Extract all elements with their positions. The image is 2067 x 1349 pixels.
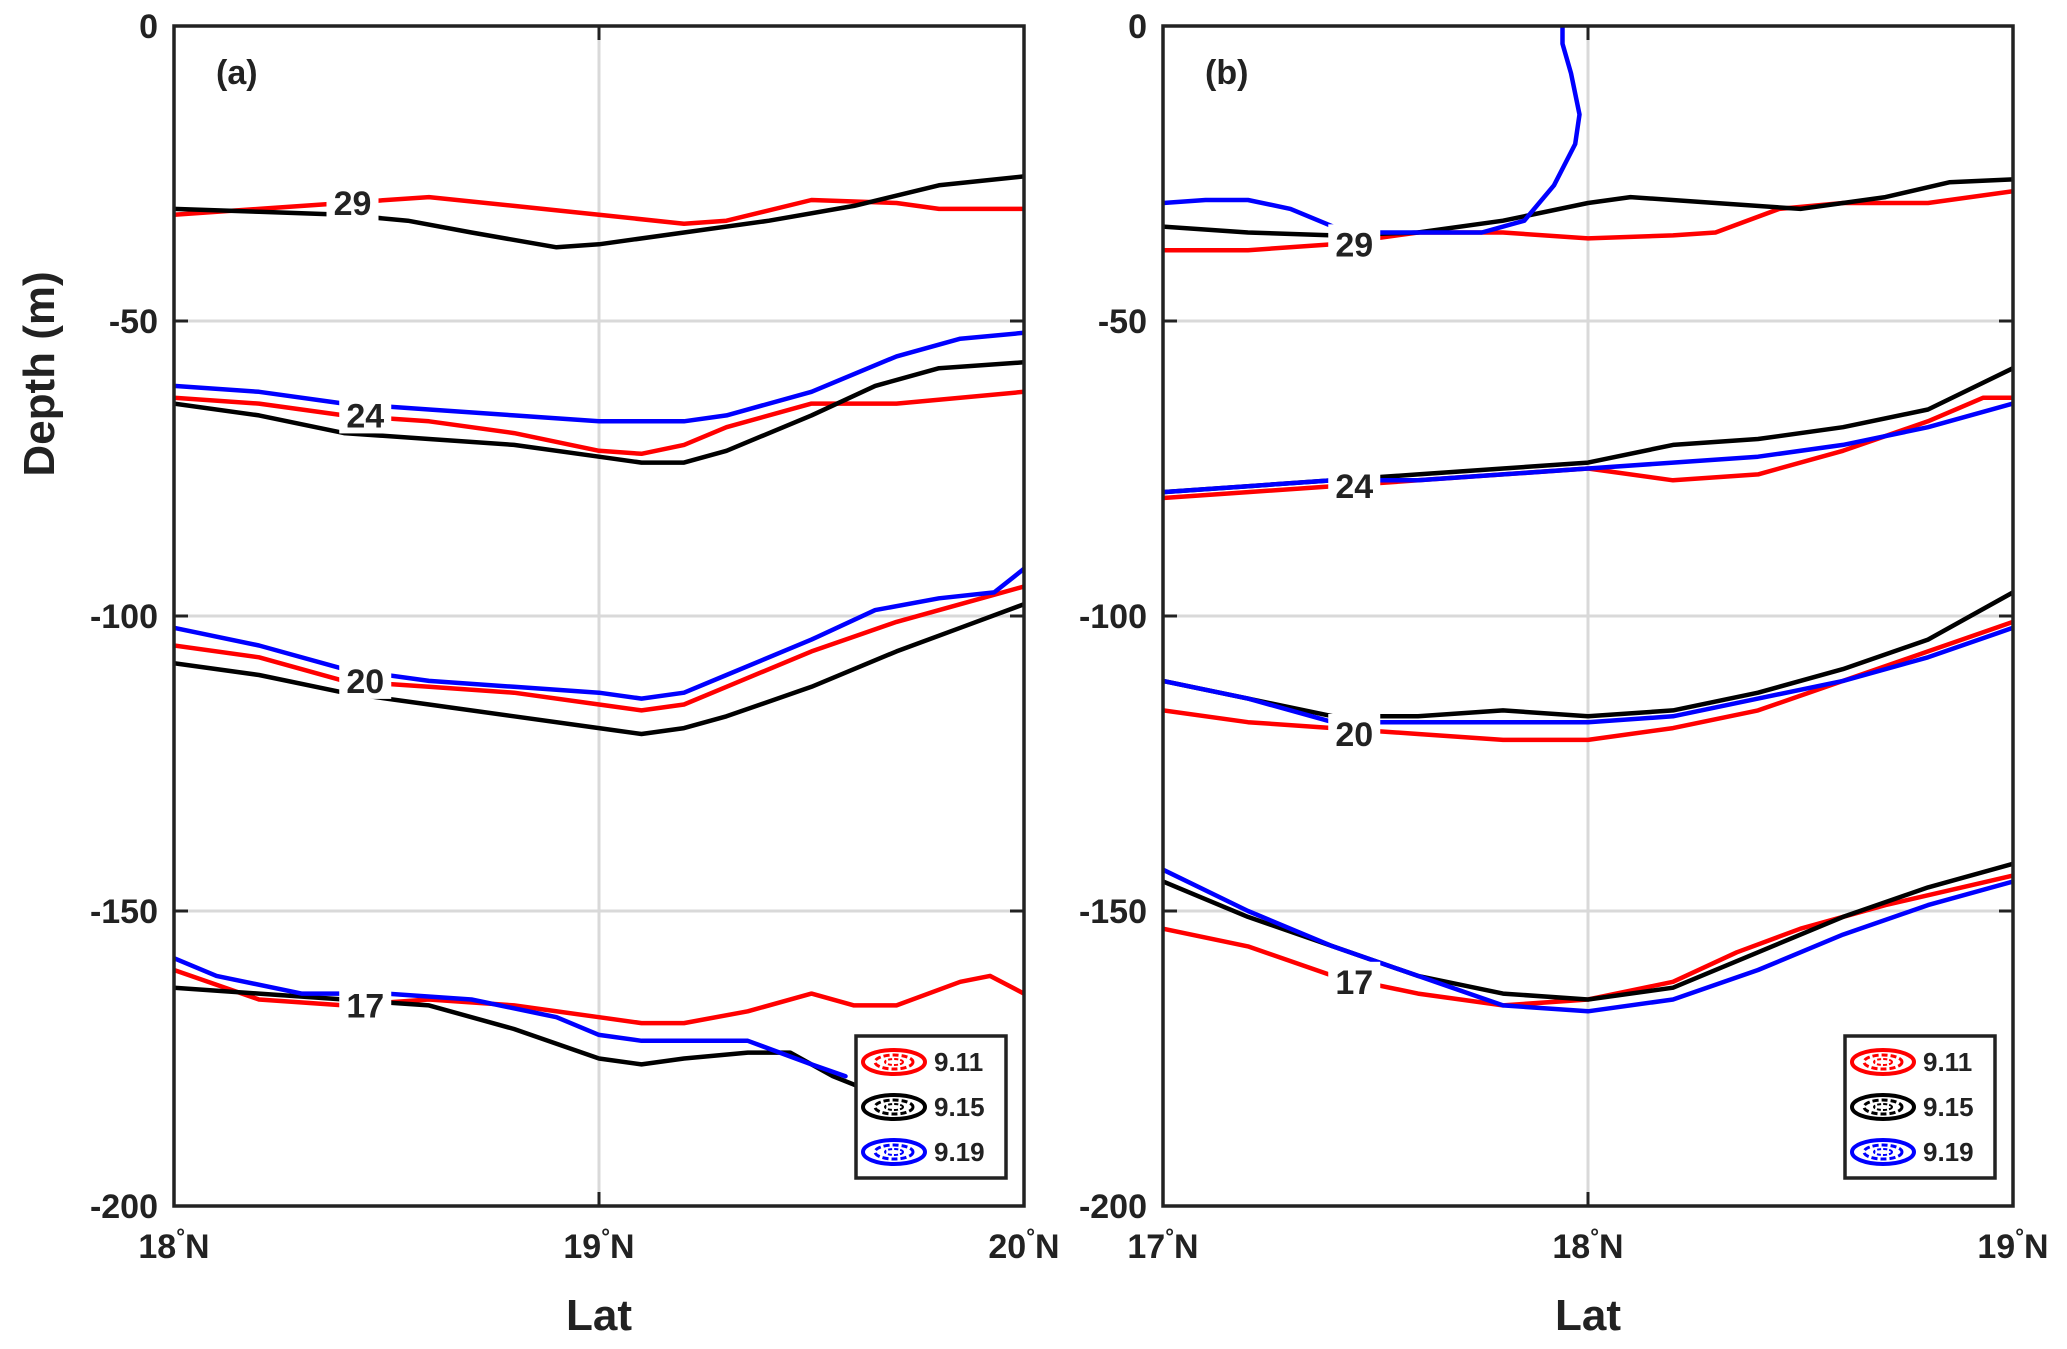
contour-label-gap — [1328, 466, 1381, 505]
legend-label: 9.11 — [1923, 1047, 1972, 1077]
contour-label: 17 — [346, 987, 384, 1025]
contour-legend-icon — [1850, 1138, 1916, 1166]
legend-ellipse — [1850, 1093, 1916, 1121]
legend-ellipse — [861, 1093, 927, 1121]
legend: 9.11 9.15 9.19 — [854, 1034, 1008, 1180]
contour-label-gap — [1328, 714, 1381, 752]
x-tick-label: 18°N — [138, 1224, 209, 1266]
plot-area — [1163, 26, 2013, 1014]
y-tick-label: -150 — [90, 893, 158, 931]
x-tick-label: 18°N — [1552, 1224, 1623, 1266]
x-axis-title: Lat — [1555, 1291, 1621, 1340]
legend-ellipse — [873, 1143, 915, 1161]
contour-label: 20 — [346, 663, 384, 701]
contour-label: 20 — [1335, 716, 1373, 754]
series-line-9-19 — [1163, 867, 2013, 1014]
legend-box — [1843, 1034, 1997, 1180]
contour-legend-icon — [861, 1048, 927, 1076]
contour-legend-icon — [1850, 1093, 1916, 1121]
legend: 9.11 9.15 9.19 — [1843, 1034, 1997, 1180]
y-tick-label: -200 — [1079, 1188, 1147, 1226]
legend-label: 9.15 — [934, 1092, 985, 1122]
legend-label: 9.19 — [934, 1137, 985, 1167]
series-line-9-19 — [174, 330, 1024, 424]
legend-ellipse — [884, 1058, 904, 1066]
legend-ellipse — [861, 1138, 927, 1166]
y-tick-label: -200 — [90, 1188, 158, 1226]
contour-label: 29 — [1335, 226, 1373, 264]
legend-label: 9.19 — [1923, 1137, 1974, 1167]
series-line-9-15 — [174, 985, 865, 1091]
contour-legend-icon — [1850, 1048, 1916, 1076]
contour-label: 29 — [334, 185, 372, 223]
contour-legend-icon — [861, 1093, 927, 1121]
legend-ellipse — [1850, 1048, 1916, 1076]
x-axis-title: Lat — [566, 1291, 632, 1340]
series-line-9-15 — [1163, 177, 2013, 238]
legend-ellipse — [884, 1148, 904, 1156]
contour-legend-icon — [861, 1138, 927, 1166]
contour-label: 24 — [1335, 468, 1373, 506]
legend-label: 9.15 — [1923, 1092, 1974, 1122]
panel-label: (a) — [216, 54, 258, 92]
y-tick-label: -50 — [1098, 303, 1147, 341]
contour-label-gap — [339, 660, 392, 699]
series-line-9-19 — [1163, 625, 2013, 725]
x-tick-label: 20°N — [988, 1224, 1059, 1266]
legend-ellipse — [1873, 1103, 1893, 1111]
series-line-9-11 — [1163, 395, 2013, 501]
series-line-9-19 — [174, 955, 848, 1079]
legend-box — [854, 1034, 1008, 1180]
contour-label-gap — [1328, 224, 1381, 263]
x-tick-label: 17°N — [1127, 1224, 1198, 1266]
y-axis-title: Depth (m) — [15, 271, 64, 476]
y-tick-label: 0 — [139, 8, 158, 46]
legend-ellipse — [861, 1048, 927, 1076]
panel-label: (b) — [1205, 54, 1248, 92]
legend-ellipse — [1862, 1143, 1904, 1161]
y-tick-label: -50 — [109, 303, 158, 341]
legend-ellipse — [1873, 1148, 1893, 1156]
contour-label-gap — [1328, 961, 1381, 1000]
contour-label-gap — [326, 183, 379, 221]
y-tick-label: 0 — [1128, 8, 1147, 46]
legend-ellipse — [873, 1098, 915, 1116]
series-line-9-19 — [1163, 26, 1582, 235]
y-tick-label: -100 — [1079, 598, 1147, 636]
contour-label: 17 — [1335, 964, 1373, 1002]
legend-ellipse — [1873, 1058, 1893, 1066]
contour-label: 24 — [346, 397, 384, 435]
contour-label-gap — [339, 395, 392, 434]
y-tick-label: -100 — [90, 598, 158, 636]
x-tick-label: 19°N — [1977, 1224, 2048, 1266]
legend-ellipse — [884, 1103, 904, 1111]
series-line-9-19 — [1163, 401, 2013, 495]
series-line-9-15 — [1163, 590, 2013, 719]
legend-ellipse — [1862, 1053, 1904, 1071]
legend-ellipse — [1850, 1138, 1916, 1166]
y-tick-label: -150 — [1079, 893, 1147, 931]
x-tick-label: 19°N — [563, 1224, 634, 1266]
legend-label: 9.11 — [934, 1047, 983, 1077]
contour-label-gap — [339, 985, 392, 1024]
legend-ellipse — [873, 1053, 915, 1071]
legend-ellipse — [1862, 1098, 1904, 1116]
